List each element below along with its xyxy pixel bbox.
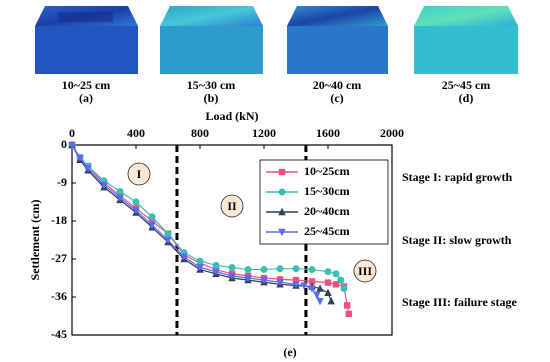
legend-label: 10~25cm bbox=[304, 164, 350, 178]
stage-label: I bbox=[137, 167, 142, 181]
marker bbox=[148, 222, 156, 230]
marker bbox=[212, 268, 220, 276]
marker bbox=[316, 284, 324, 292]
x-tick-label: 0 bbox=[69, 126, 75, 140]
panel-image bbox=[58, 12, 113, 22]
panel-label: 25~45 cm bbox=[442, 78, 491, 92]
marker bbox=[332, 281, 340, 288]
stage-label: III bbox=[358, 264, 372, 278]
stage-note: Stage II: slow growth bbox=[402, 233, 512, 247]
marker bbox=[212, 261, 220, 269]
marker bbox=[84, 165, 92, 173]
legend-label: 20~40cm bbox=[304, 204, 350, 218]
marker bbox=[278, 188, 286, 196]
marker bbox=[276, 279, 284, 287]
stage-marker bbox=[127, 162, 151, 186]
marker bbox=[164, 236, 172, 245]
marker bbox=[292, 281, 300, 289]
marker bbox=[100, 181, 108, 190]
marker bbox=[324, 279, 332, 286]
marker bbox=[308, 266, 316, 274]
marker bbox=[228, 272, 236, 281]
panel-label: 10~25 cm bbox=[62, 78, 111, 92]
panel-caption: (d) bbox=[459, 91, 474, 105]
marker bbox=[324, 268, 332, 276]
marker bbox=[327, 297, 335, 305]
marker bbox=[313, 291, 321, 300]
marker bbox=[132, 198, 140, 206]
legend-label: 15~30cm bbox=[304, 184, 350, 198]
x-tick-label: 1600 bbox=[316, 126, 340, 140]
marker bbox=[300, 282, 308, 290]
stage-note: Stage I: rapid growth bbox=[402, 170, 512, 184]
marker bbox=[278, 207, 286, 216]
plot-frame bbox=[71, 144, 393, 336]
marker bbox=[180, 253, 188, 262]
panel-caption: (c) bbox=[330, 91, 343, 105]
marker bbox=[332, 270, 340, 278]
marker bbox=[228, 263, 236, 271]
marker bbox=[132, 207, 140, 215]
x-tick-label: 2000 bbox=[380, 126, 404, 140]
y-axis-title: Settlement (cm) bbox=[28, 200, 42, 281]
panel-images bbox=[35, 6, 518, 74]
caption: (e) bbox=[283, 345, 296, 359]
marker bbox=[164, 230, 172, 238]
marker bbox=[116, 187, 124, 195]
x-tick-label: 1200 bbox=[252, 126, 276, 140]
panel-image bbox=[414, 6, 518, 26]
y-tick-label: -9 bbox=[57, 175, 67, 189]
marker bbox=[278, 168, 286, 176]
marker bbox=[340, 285, 348, 293]
y-tick-label: -27 bbox=[51, 251, 67, 265]
panel-image bbox=[414, 26, 518, 74]
marker bbox=[260, 276, 268, 285]
marker bbox=[324, 288, 332, 296]
panel-image bbox=[287, 6, 388, 26]
stage-marker bbox=[220, 194, 244, 218]
marker bbox=[292, 276, 300, 284]
stage-note: Stage III: failure stage bbox=[402, 295, 517, 309]
marker bbox=[196, 257, 204, 265]
panel-image bbox=[160, 26, 263, 74]
marker bbox=[148, 213, 156, 221]
y-tick-label: -36 bbox=[51, 289, 67, 303]
marker bbox=[260, 266, 268, 274]
stage-label: II bbox=[227, 199, 237, 213]
panel-label: 15~30 cm bbox=[187, 78, 236, 92]
marker bbox=[276, 265, 284, 273]
panel-image bbox=[287, 26, 388, 74]
y-tick-label: -18 bbox=[51, 213, 67, 227]
stage-marker bbox=[353, 259, 377, 283]
y-tick-label: -45 bbox=[51, 327, 67, 341]
legend-label: 25~45cm bbox=[304, 224, 350, 238]
series-line bbox=[71, 144, 350, 315]
panel-caption: (b) bbox=[204, 91, 219, 105]
marker bbox=[345, 310, 352, 318]
marker bbox=[244, 274, 252, 283]
panel-image bbox=[35, 26, 138, 74]
marker bbox=[344, 302, 351, 309]
marker bbox=[316, 298, 324, 306]
marker bbox=[308, 278, 316, 285]
marker bbox=[116, 194, 124, 202]
marker bbox=[292, 265, 300, 273]
marker bbox=[148, 217, 156, 225]
series bbox=[68, 141, 324, 306]
marker bbox=[278, 228, 286, 237]
marker bbox=[308, 285, 316, 293]
x-tick-label: 800 bbox=[191, 126, 209, 140]
panel-label: 20~40 cm bbox=[313, 78, 362, 92]
panel-image bbox=[160, 6, 263, 26]
marker bbox=[196, 264, 204, 272]
y-tick-label: 0 bbox=[61, 137, 67, 151]
marker bbox=[76, 154, 84, 162]
marker bbox=[68, 141, 76, 150]
marker bbox=[244, 266, 252, 274]
x-axis-title: Load (kN) bbox=[205, 109, 258, 123]
x-tick-label: 400 bbox=[127, 126, 145, 140]
marker bbox=[337, 276, 345, 284]
panel-caption: (a) bbox=[79, 91, 93, 105]
